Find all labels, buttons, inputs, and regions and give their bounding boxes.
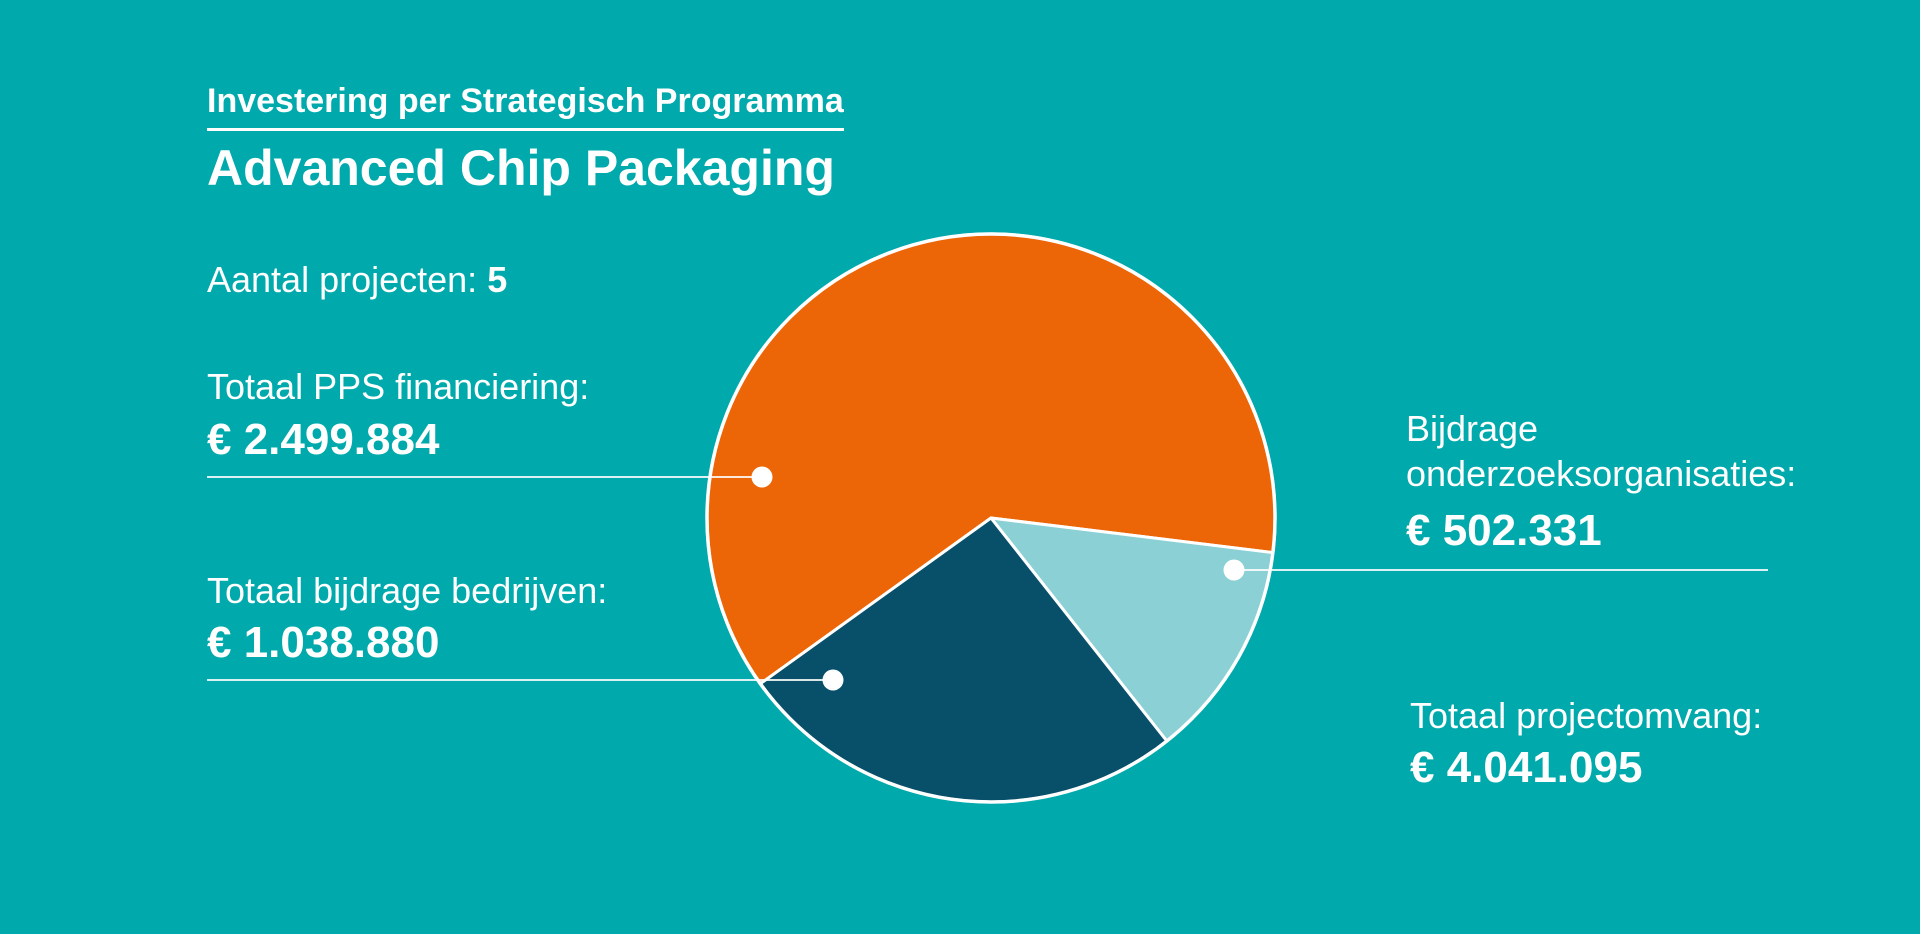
bijdrage-onderzoeksorganisaties-value: € 502.331 [1406, 506, 1602, 555]
bijdrage-bedrijven-label: Totaal bijdrage bedrijven: [207, 570, 608, 611]
pps-financiering-label: Totaal PPS financiering: [207, 366, 590, 407]
pps-financiering-value: € 2.499.884 [207, 415, 440, 464]
bijdrage-bedrijven-value: € 1.038.880 [207, 618, 440, 667]
aantal-projecten-label: Aantal projecten: [207, 259, 478, 300]
section-kicker: Investering per Strategisch Programma [207, 82, 844, 132]
totaal-projectomvang-label: Totaal projectomvang: [1410, 695, 1763, 736]
aantal-projecten-value: 5 [487, 259, 508, 300]
pie-outline [705, 232, 1277, 804]
bijdrage-onderzoeksorganisaties-label: Bijdrage onderzoeksorganisaties: [1406, 408, 1797, 494]
stat-aantal-projecten: Aantal projecten: 5 [207, 257, 507, 302]
page-title: Advanced Chip Packaging [207, 140, 835, 196]
totaal-projectomvang-value: € 4.041.095 [1410, 743, 1643, 792]
leader-dot-pps [751, 466, 773, 488]
leader-dot-bedrijven [822, 669, 844, 691]
leader-dot-onderzoek [1223, 559, 1245, 581]
